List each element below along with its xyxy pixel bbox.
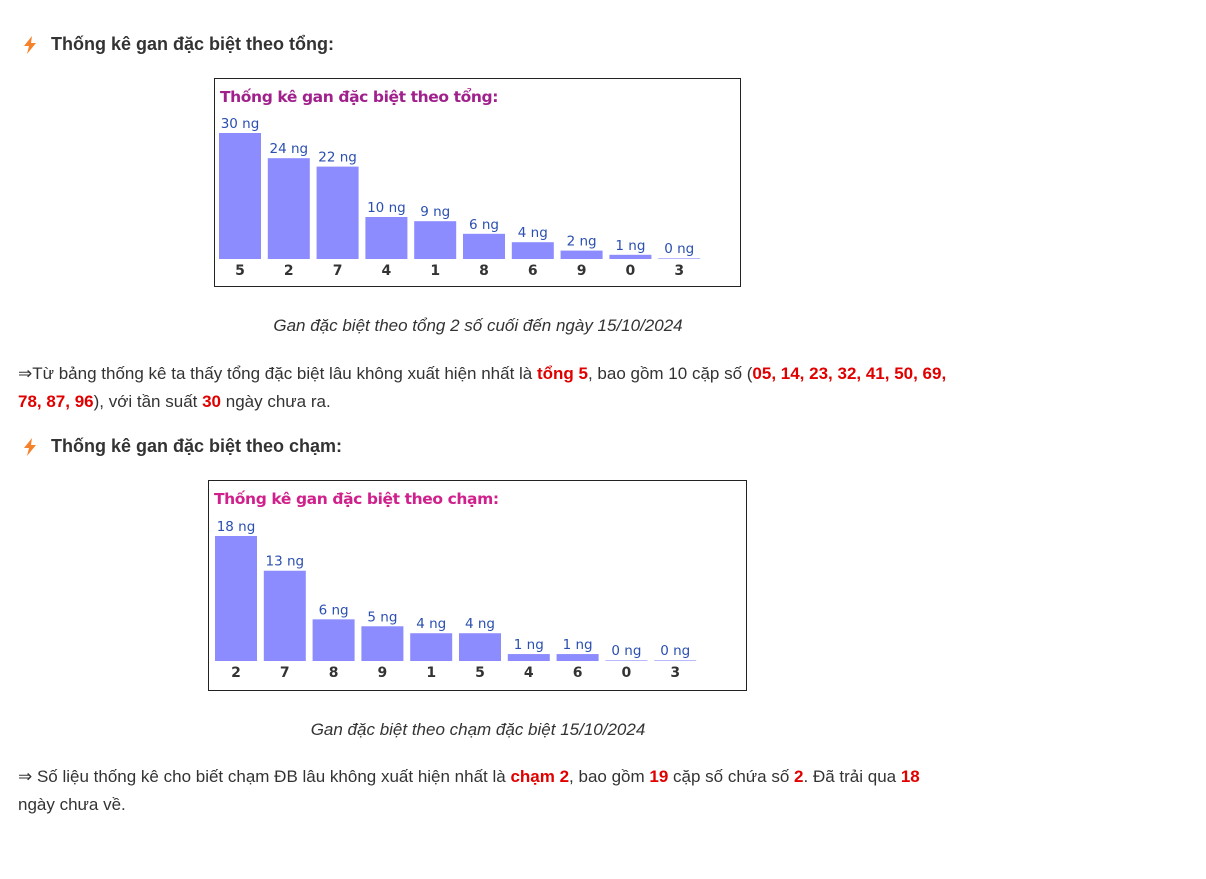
bar-0	[605, 660, 648, 661]
category-label: 4	[382, 263, 392, 279]
bar-2	[267, 158, 310, 259]
chart-cham-svg: 18 ng 2 13 ng 7 6 ng 8 5 ng 9 4 ng 1 4 ng 5 1 ng 4 1 n…	[215, 519, 697, 681]
chart-caption-tong: Gan đặc biệt theo tổng 2 số cuối đến ngà…	[273, 316, 683, 335]
bar-5	[459, 633, 501, 661]
category-label: 1	[426, 665, 436, 681]
value-label: 6 ng	[319, 602, 349, 618]
value-label: 22 ng	[318, 150, 357, 166]
bar-4	[507, 654, 550, 661]
lightning-icon	[24, 437, 36, 456]
category-label: 5	[475, 665, 485, 681]
value-label: 2 ng	[567, 234, 597, 250]
value-label: 4 ng	[416, 616, 446, 632]
lightning-icon	[24, 35, 36, 54]
category-label: 8	[329, 665, 339, 681]
category-label: 9	[378, 665, 388, 681]
section-heading-tong: Thống kê gan đặc biệt theo tổng:	[22, 34, 334, 55]
value-label: 0 ng	[611, 643, 641, 659]
section-heading-text: Thống kê gan đặc biệt theo chạm:	[51, 436, 343, 456]
value-label: 18 ng	[217, 519, 256, 535]
category-label: 3	[670, 665, 680, 681]
value-label: 6 ng	[469, 217, 499, 233]
category-label: 0	[626, 263, 636, 279]
category-label: 7	[280, 665, 290, 681]
chart-title: Thống kê gan đặc biệt theo tổng:	[220, 88, 499, 106]
category-label: 0	[622, 665, 632, 681]
value-label: 1 ng	[615, 238, 645, 254]
bar-4	[365, 217, 408, 259]
value-label: 4 ng	[465, 616, 495, 632]
chart-tong: Thống kê gan đặc biệt theo tổng: 30 ng 5 2…	[214, 78, 741, 287]
value-label: 4 ng	[518, 225, 548, 241]
bar-1	[410, 633, 453, 661]
category-label: 5	[235, 263, 245, 279]
value-label: 30 ng	[221, 116, 260, 132]
bar-6	[556, 654, 599, 661]
bar-2	[215, 536, 257, 661]
category-label: 2	[231, 665, 241, 681]
category-label: 8	[479, 263, 489, 279]
chart-cham: Thống kê gan đặc biệt theo chạm: 18 ng 2 1…	[208, 480, 747, 691]
category-label: 6	[528, 263, 538, 279]
bar-8	[312, 619, 355, 661]
bar-8	[463, 233, 505, 259]
value-label: 13 ng	[265, 554, 304, 570]
summary-paragraph-tong: ⇒Từ bảng thống kê ta thấy tổng đặc biệt …	[18, 364, 947, 411]
bar-7	[316, 166, 359, 259]
bar-6	[511, 242, 554, 259]
category-label: 1	[430, 263, 440, 279]
bar-9	[560, 250, 603, 259]
bar-3	[654, 660, 697, 661]
summary-paragraph-cham: ⇒ Số liệu thống kê cho biết chạm ĐB lâu …	[18, 767, 920, 814]
category-label: 2	[284, 263, 294, 279]
value-label: 0 ng	[664, 241, 694, 257]
category-label: 3	[674, 263, 684, 279]
value-label: 9 ng	[420, 204, 450, 220]
value-label: 24 ng	[269, 141, 308, 157]
category-label: 4	[524, 665, 534, 681]
category-label: 7	[333, 263, 343, 279]
bar-9	[361, 626, 404, 661]
value-label: 0 ng	[660, 643, 690, 659]
bar-7	[263, 570, 306, 661]
bar-3	[658, 258, 701, 259]
category-label: 9	[577, 263, 587, 279]
bar-1	[414, 221, 457, 259]
bar-5	[219, 133, 261, 259]
value-label: 1 ng	[514, 637, 544, 653]
section-heading-cham: Thống kê gan đặc biệt theo chạm:	[22, 436, 342, 457]
chart-caption-cham: Gan đặc biệt theo chạm đặc biệt 15/10/20…	[310, 720, 646, 739]
chart-title: Thống kê gan đặc biệt theo chạm:	[214, 490, 499, 508]
value-label: 5 ng	[367, 609, 397, 625]
value-label: 1 ng	[563, 637, 593, 653]
category-label: 6	[573, 665, 583, 681]
section-heading-text: Thống kê gan đặc biệt theo tổng:	[51, 34, 334, 54]
bar-0	[609, 254, 652, 259]
value-label: 10 ng	[367, 200, 406, 216]
